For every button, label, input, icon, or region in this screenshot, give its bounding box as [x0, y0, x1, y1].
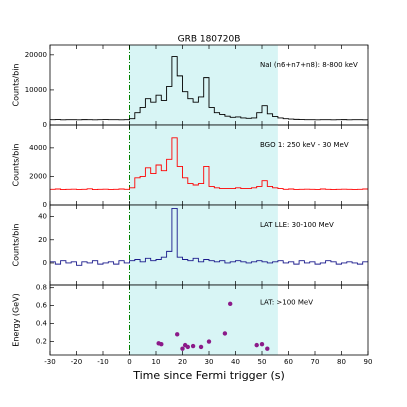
y-tick-label: 10000 — [25, 86, 47, 94]
point — [265, 346, 270, 351]
x-tick-label: -10 — [97, 358, 108, 366]
x-tick-label: 70 — [311, 358, 320, 366]
point — [198, 344, 204, 350]
x-tick-label: 90 — [364, 358, 373, 366]
point — [180, 346, 185, 351]
y-tick-label: 0.2 — [36, 338, 47, 346]
y-tick-label: 0.6 — [36, 302, 48, 310]
point — [206, 339, 212, 344]
y-tick-label: 4000 — [29, 144, 47, 152]
panel-label: LAT: >100 MeV — [260, 299, 313, 307]
point — [259, 342, 265, 347]
y-tick-label: 40 — [38, 213, 47, 221]
y-axis-label: Counts/bin — [12, 224, 21, 267]
series-line — [50, 137, 368, 191]
y-tick-label: 0.4 — [36, 320, 48, 328]
y-axis-label: Counts/bin — [12, 144, 21, 187]
y-tick-label: 2000 — [29, 172, 47, 180]
x-tick-label: 20 — [178, 358, 187, 366]
point — [159, 342, 164, 347]
y-axis-label: Energy (GeV) — [12, 293, 21, 346]
panel-label: BGO 1: 250 keV - 30 MeV — [260, 141, 349, 149]
point — [254, 342, 259, 348]
x-axis-label: Time since Fermi trigger (s) — [132, 369, 285, 382]
x-tick-label: 60 — [284, 358, 293, 366]
x-tick-label: 50 — [258, 358, 267, 366]
x-tick-label: -30 — [44, 358, 55, 366]
series-line — [50, 208, 368, 266]
point — [190, 343, 196, 349]
y-tick-label: 0.8 — [36, 284, 47, 292]
y-tick-label: 20 — [38, 236, 47, 244]
x-tick-label: 80 — [337, 358, 346, 366]
shaded-interval — [129, 205, 278, 285]
y-tick-label: 20000 — [25, 51, 47, 59]
x-tick-label: 40 — [231, 358, 240, 366]
y-axis-label: Counts/bin — [12, 64, 21, 107]
point — [222, 331, 228, 336]
point — [175, 332, 180, 337]
y-tick-label: 0 — [43, 259, 47, 267]
x-tick-label: 30 — [205, 358, 214, 366]
series-line — [50, 56, 368, 121]
y-tick-label: 0 — [43, 201, 47, 209]
y-tick-label: 0 — [43, 121, 47, 129]
shaded-interval — [129, 125, 278, 205]
panel-label: NaI (n6+n7+n8): 8-800 keV — [260, 61, 358, 69]
point — [228, 301, 233, 307]
panel-label: LAT LLE: 30-100 MeV — [260, 221, 334, 229]
x-tick-label: 10 — [152, 358, 161, 366]
point — [185, 344, 190, 350]
x-tick-label: -20 — [71, 358, 82, 366]
shaded-interval — [129, 285, 278, 355]
chart-title: GRB 180720B — [178, 35, 241, 45]
x-tick-label: 0 — [127, 358, 131, 366]
